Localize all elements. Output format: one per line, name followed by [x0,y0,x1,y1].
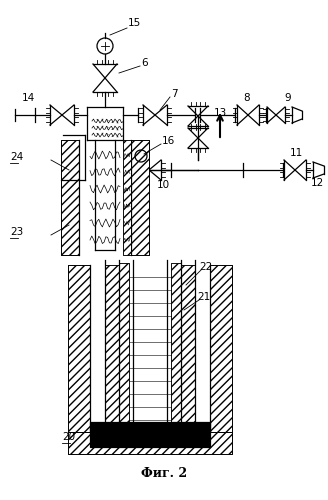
Bar [131,140,149,255]
Bar [61,140,79,255]
Text: 16: 16 [162,136,175,146]
Bar [123,140,131,255]
Text: 14: 14 [22,93,35,103]
Bar [105,265,119,427]
Text: 15: 15 [128,18,141,28]
Bar [90,422,210,447]
Text: 21: 21 [197,292,210,302]
Bar [210,265,232,432]
Text: 24: 24 [10,152,23,162]
Text: 7: 7 [171,89,178,99]
Text: 11: 11 [290,148,303,158]
Text: 23: 23 [10,227,23,237]
Text: 12: 12 [311,178,324,188]
Text: Фиг. 2: Фиг. 2 [141,467,187,480]
Text: 20: 20 [62,432,75,442]
Bar [68,432,232,454]
Bar [61,140,79,255]
Bar [123,140,131,255]
Text: 13: 13 [214,108,227,118]
Bar [131,140,149,255]
Bar [105,265,119,427]
Text: 6: 6 [141,58,148,68]
Text: 10: 10 [157,180,170,190]
Bar [210,265,232,432]
Text: 22: 22 [199,262,212,272]
Bar [68,432,232,454]
Bar [181,265,195,427]
Bar [68,265,90,432]
Bar [119,263,129,422]
Bar [181,265,195,427]
Text: 8: 8 [243,93,250,103]
Bar [119,263,129,422]
Bar [171,263,181,422]
Bar [171,263,181,422]
Text: 9: 9 [284,93,291,103]
Bar [68,265,90,432]
